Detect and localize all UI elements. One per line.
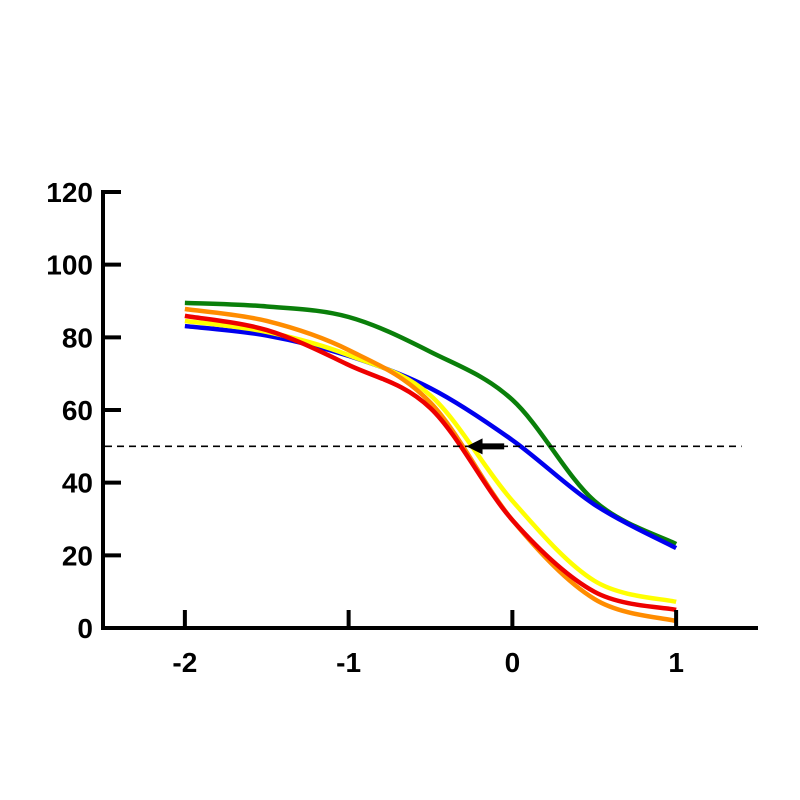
- series-line-red: [184, 313, 677, 613]
- x-tick-label: 1: [668, 647, 684, 678]
- x-tick-label: 0: [505, 647, 521, 678]
- annotations: [105, 438, 742, 455]
- axes: 0 20 40 60 80 100 120 -2 -1 0 1: [46, 177, 758, 678]
- series-line-yellow: [184, 318, 677, 605]
- x-tick-label: -2: [172, 647, 197, 678]
- y-tick-label: 80: [62, 322, 93, 353]
- plot-lines: [184, 300, 678, 624]
- y-tick-label: 100: [46, 250, 93, 281]
- y-tick-label: 60: [62, 395, 93, 426]
- x-tick-label: -1: [336, 647, 361, 678]
- y-tick-label: 120: [46, 177, 93, 208]
- series-line-blue: [184, 323, 678, 551]
- y-tick-label: 20: [62, 540, 93, 571]
- series-line-orange: [184, 306, 677, 624]
- y-tick-label: 0: [77, 613, 93, 644]
- y-tick-label: 40: [62, 468, 93, 499]
- arrow-left-icon: [466, 438, 483, 455]
- series-line-green: [184, 300, 678, 547]
